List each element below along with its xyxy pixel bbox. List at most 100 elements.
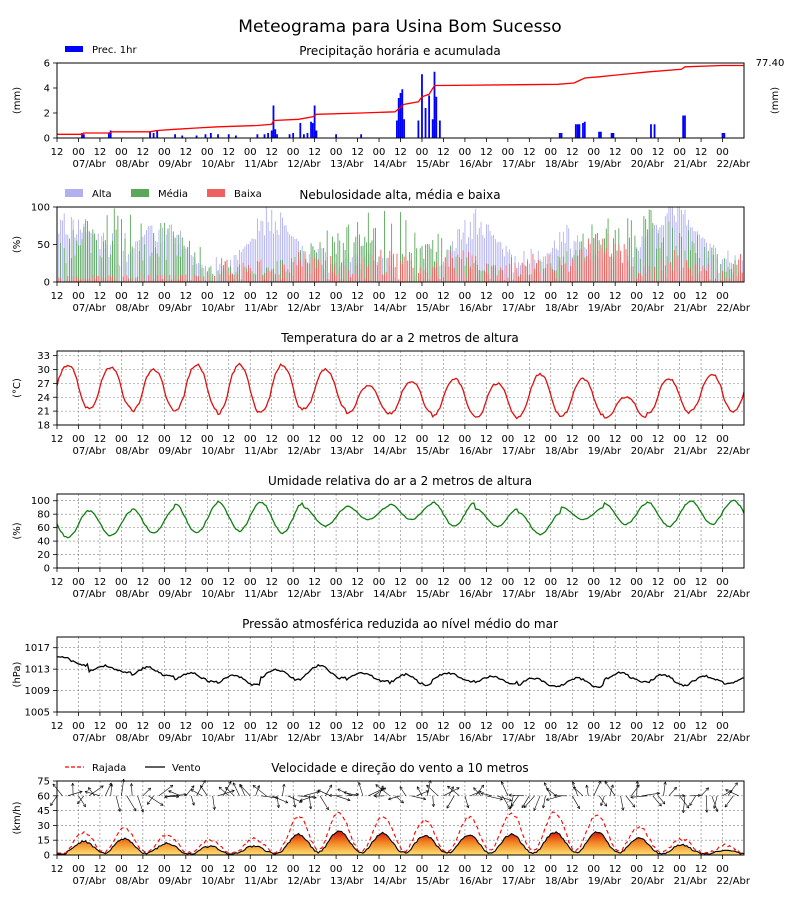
x-tick-label-day: 08/Abr — [115, 159, 149, 170]
x-tick-label-hour: 12 — [308, 434, 321, 445]
cloud-low-bar — [691, 275, 693, 282]
x-tick-label-day: 16/Abr — [459, 159, 493, 170]
cloud-mid-bar — [383, 210, 385, 282]
wind-direction-arrowhead — [705, 809, 709, 813]
cloud-mid-bar — [487, 263, 489, 282]
y-tick-label: 1005 — [25, 708, 50, 719]
y-tick-label: 21 — [37, 407, 50, 418]
cloud-mid-bar — [72, 230, 74, 282]
cloud-low-bar — [512, 279, 514, 282]
cloud-low-bar — [634, 279, 636, 282]
cloud-low-bar — [126, 275, 128, 282]
x-tick-label-hour: 12 — [695, 147, 708, 158]
wind-direction-arrowhead — [276, 804, 280, 808]
x-tick-label-day: 11/Abr — [244, 589, 278, 600]
precip-bar — [335, 134, 337, 138]
wind-direction-arrowhead — [190, 789, 194, 793]
cloud-mid-bar — [375, 227, 376, 282]
precip-bar — [399, 93, 402, 138]
acc-max-label: 77.40 — [756, 58, 785, 69]
cloud-high-bar — [725, 259, 727, 282]
cloud-mid-bar — [634, 235, 636, 282]
precip-bar — [578, 124, 581, 138]
cloud-low-bar — [466, 280, 468, 282]
wind-direction-arrow — [52, 783, 63, 796]
cloud-low-bar — [571, 258, 573, 282]
cloud-mid-bar — [253, 273, 255, 282]
x-tick-label-hour: 00 — [416, 291, 429, 302]
x-tick-label-hour: 00 — [201, 721, 214, 732]
cloud-high-bar — [165, 234, 167, 282]
wind-direction-arrowhead — [447, 785, 451, 789]
wind-area-fill — [57, 831, 744, 855]
cloud-low-bar — [435, 262, 437, 282]
x-tick-label-day: 22/Abr — [717, 159, 751, 170]
x-tick-label-hour: 00 — [416, 577, 429, 588]
x-tick-label-day: 19/Abr — [588, 303, 622, 314]
cloud-mid-bar — [292, 261, 294, 282]
wind-direction-arrow — [443, 787, 460, 797]
x-tick-label-day: 20/Abr — [631, 876, 665, 887]
wind-direction-arrow — [501, 781, 509, 796]
cloud-high-bar — [147, 226, 149, 282]
x-tick-label-day: 07/Abr — [73, 733, 107, 744]
cloud-low-bar — [464, 272, 466, 282]
cloud-low-bar — [484, 271, 486, 282]
x-tick-label-hour: 00 — [158, 147, 171, 158]
cloud-mid-bar — [276, 261, 278, 282]
y-tick-label: 30 — [37, 821, 50, 832]
cloud-low-bar — [147, 275, 149, 282]
x-tick-label-day: 07/Abr — [73, 446, 107, 457]
cloud-low-bar — [471, 255, 473, 282]
cloud-low-bar — [301, 266, 303, 282]
cloud-low-bar — [83, 277, 85, 282]
wind-direction-arrowhead — [724, 804, 728, 808]
cloud-low-bar — [135, 277, 137, 282]
cloud-low-bar — [403, 256, 405, 282]
x-tick-label-hour: 12 — [609, 577, 622, 588]
cloud-low-bar — [666, 277, 668, 282]
cloud-low-bar — [162, 278, 164, 282]
cloud-low-bar — [81, 278, 83, 282]
cloud-high-bar — [190, 255, 192, 282]
x-tick-label-hour: 00 — [630, 577, 643, 588]
cloud-low-bar — [174, 275, 176, 282]
x-tick-label-hour: 00 — [501, 577, 514, 588]
x-tick-label-day: 11/Abr — [244, 446, 278, 457]
cloud-high-bar — [61, 220, 63, 282]
cloud-mid-bar — [661, 242, 663, 282]
cloud-low-bar — [605, 247, 607, 282]
cloud-high-bar — [473, 213, 475, 282]
cloud-low-bar — [537, 259, 539, 282]
x-tick-label-hour: 12 — [308, 721, 321, 732]
cloud-mid-bar — [85, 219, 87, 282]
x-tick-label-hour: 12 — [437, 147, 450, 158]
cloud-high-bar — [203, 267, 205, 282]
cloud-high-bar — [249, 241, 251, 282]
wind-direction-arrowhead — [576, 805, 580, 809]
cloud-mid-bar — [639, 258, 641, 282]
wind-direction-arrow — [508, 794, 524, 797]
cloud-mid-bar — [698, 258, 700, 282]
cloud-high-bar — [541, 261, 543, 282]
x-tick-label-day: 07/Abr — [73, 589, 107, 600]
cloud-high-bar — [722, 259, 724, 282]
cloud-low-bar — [153, 278, 155, 282]
x-tick-label-day: 10/Abr — [201, 733, 235, 744]
x-tick-label-day: 09/Abr — [158, 159, 192, 170]
cloud-low-bar — [154, 275, 156, 282]
cloud-low-bar — [604, 252, 605, 282]
x-tick-label-day: 12/Abr — [287, 159, 321, 170]
cloud-low-bar — [303, 253, 305, 282]
cloud-low-bar — [99, 278, 101, 282]
precip-bar — [682, 115, 685, 138]
cloud-low-bar — [298, 252, 300, 282]
cloud-low-bar — [453, 269, 455, 282]
x-tick-label-hour: 00 — [544, 434, 557, 445]
x-tick-label-hour: 12 — [652, 864, 665, 875]
x-tick-label-day: 18/Abr — [545, 876, 579, 887]
cloud-low-bar — [638, 272, 639, 282]
cloud-mid-bar — [60, 242, 62, 282]
wind-direction-arrow — [546, 788, 557, 797]
cloud-high-bar — [475, 208, 477, 282]
